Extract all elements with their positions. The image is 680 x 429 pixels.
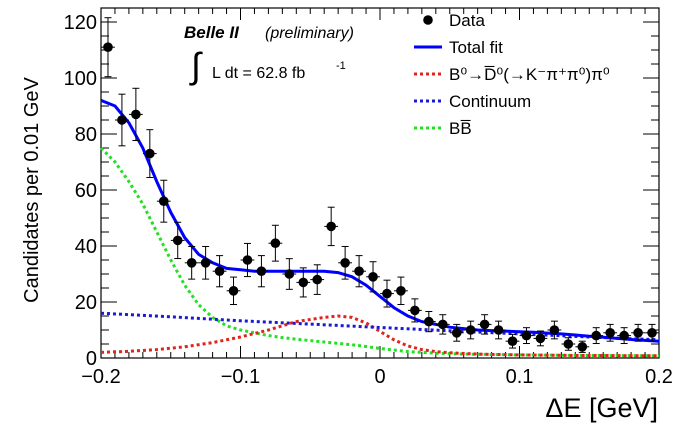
data-point [172,235,183,246]
status-label: (preliminary) [265,25,354,42]
series-line [100,99,660,343]
x-tick-label: −0.1 [221,366,260,388]
x-tick-label: 0 [374,366,385,388]
data-point [619,330,629,341]
legend-label: BB̅ [449,119,472,138]
data-point [424,316,434,327]
luminosity-label: L dt = 62.8 fb [212,65,305,82]
data-point [451,328,462,338]
data-point [242,255,253,265]
x-tick-label: 0.1 [506,366,534,388]
data-point [647,328,657,338]
x-axis-label: ΔE [GeV] [545,393,658,423]
data-point [535,333,546,344]
y-axis-label: Candidates per 0.01 GeV [21,76,43,302]
data-point [437,319,448,330]
data-point [200,258,211,268]
y-tick-label: 0 [86,348,97,370]
data-point [507,336,518,347]
legend-label: Continuum [449,92,531,111]
y-tick-label: 100 [64,68,97,90]
data-point [103,42,113,52]
plot-frame [100,7,660,359]
data-point [256,266,267,277]
y-tick-label: 120 [64,12,97,34]
y-tick-label: 60 [75,180,97,202]
data-point [563,339,574,349]
data-point [577,342,588,352]
data-point [145,148,155,159]
data-point [396,286,406,296]
y-axis-title: Candidates per 0.01 GeV [21,76,43,302]
data-point [284,269,295,279]
data-point [521,330,532,341]
data-point [228,286,239,296]
data-point [493,325,504,335]
y-tick-label: 20 [75,292,97,314]
x-tick-label: −0.2 [81,366,120,388]
data-point [326,221,336,232]
legend: Data Total fit B⁰→D̅⁰(→K⁻π⁺π⁰)π⁰ Continuum B… [414,11,610,138]
data-point [214,266,225,277]
legend-label: B⁰→D̅⁰(→K⁻π⁺π⁰)π⁰ [449,65,610,84]
data-point [465,325,476,335]
legend-label: Data [449,11,485,30]
series-line [100,314,659,358]
data-point [633,328,643,338]
legend-label: Total fit [449,38,503,57]
data-point [591,330,602,341]
experiment-label: Belle II [184,23,240,42]
x-tick-label: 0.2 [645,366,673,388]
data-point [354,266,364,277]
plot-area: −0.2 −0.1 0 0.1 0.2 0 20 40 60 80 100 120 [64,7,673,388]
data-point [479,319,490,330]
data-point [298,277,309,288]
data-point [312,274,323,285]
data-point [117,115,127,125]
data-point [158,196,169,206]
data-point [270,238,281,248]
data-point [340,258,350,268]
data-point [605,328,615,338]
legend-marker [423,15,433,25]
data-point [186,258,197,268]
y-tick-label: 80 [75,124,97,146]
data-point [368,272,378,282]
data-point [549,325,560,335]
y-tick-label: 40 [75,236,97,258]
series-line [99,146,660,358]
luminosity-exponent: -1 [336,60,346,72]
data-point [131,109,141,120]
data-point [382,288,392,299]
data-point [410,305,420,316]
integral-sign: ∫ [189,45,203,86]
